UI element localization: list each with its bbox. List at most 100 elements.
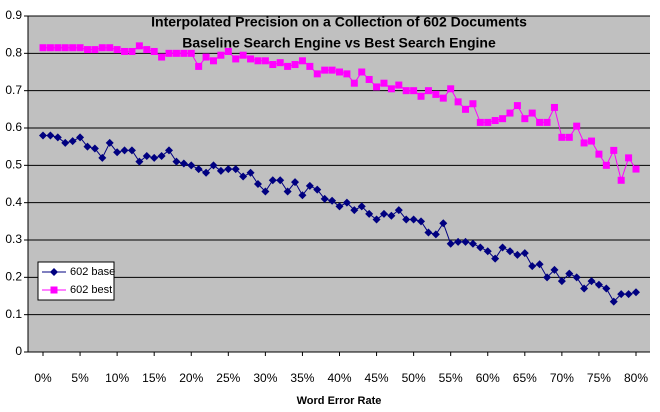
marker xyxy=(291,61,299,69)
marker xyxy=(372,215,381,224)
marker xyxy=(298,57,306,65)
marker xyxy=(76,133,85,142)
marker xyxy=(76,44,84,52)
marker xyxy=(491,117,499,125)
x-tick-label: 10% xyxy=(105,371,129,385)
y-tick-label: 0.1 xyxy=(5,307,22,321)
marker xyxy=(98,153,107,162)
y-tick-label: 0.6 xyxy=(5,120,22,134)
marker xyxy=(469,100,477,108)
marker xyxy=(543,118,551,126)
marker xyxy=(54,44,62,52)
chart-title: Interpolated Precision on a Collection o… xyxy=(151,14,527,30)
marker xyxy=(462,105,470,113)
marker xyxy=(121,47,129,55)
marker xyxy=(46,44,54,52)
marker xyxy=(202,168,211,177)
marker xyxy=(588,137,596,145)
marker xyxy=(336,68,343,76)
marker xyxy=(172,49,180,57)
marker xyxy=(232,55,240,63)
marker xyxy=(305,181,314,190)
marker xyxy=(528,109,536,117)
marker xyxy=(454,237,463,246)
plot-area xyxy=(28,16,650,352)
marker xyxy=(253,180,262,188)
marker xyxy=(150,153,159,162)
marker xyxy=(50,286,58,294)
marker xyxy=(68,137,77,146)
marker xyxy=(417,217,426,226)
marker xyxy=(528,262,537,271)
marker xyxy=(69,44,77,52)
marker xyxy=(550,265,559,274)
marker xyxy=(432,90,440,98)
marker xyxy=(61,138,70,147)
x-tick-label: 0% xyxy=(34,371,52,385)
marker xyxy=(269,61,277,69)
marker xyxy=(454,98,462,106)
marker xyxy=(291,178,300,187)
marker xyxy=(379,209,388,218)
marker xyxy=(468,239,477,248)
marker xyxy=(506,109,514,117)
marker xyxy=(439,94,447,102)
x-tick-label: 80% xyxy=(624,371,648,385)
marker xyxy=(247,55,255,63)
marker xyxy=(50,268,58,276)
marker xyxy=(180,49,188,57)
x-tick-label: 70% xyxy=(550,371,574,385)
marker xyxy=(595,150,603,158)
marker xyxy=(439,219,448,228)
marker xyxy=(165,146,174,155)
marker xyxy=(83,46,91,54)
marker xyxy=(550,103,558,111)
chart-subtitle: Baseline Search Engine vs Best Search En… xyxy=(182,35,496,51)
marker xyxy=(602,284,611,293)
marker xyxy=(306,62,314,70)
marker xyxy=(298,191,307,200)
marker xyxy=(113,46,121,54)
x-tick-label: 5% xyxy=(71,371,89,385)
marker xyxy=(521,115,529,123)
marker xyxy=(543,273,552,282)
marker xyxy=(365,75,373,83)
x-tick-label: 15% xyxy=(142,371,166,385)
marker xyxy=(499,115,507,123)
x-tick-label: 50% xyxy=(402,371,426,385)
marker xyxy=(557,277,566,286)
marker xyxy=(594,280,603,289)
marker xyxy=(53,133,62,142)
marker xyxy=(610,146,618,154)
marker xyxy=(580,139,588,147)
marker xyxy=(187,161,196,170)
marker xyxy=(328,66,336,74)
marker xyxy=(195,62,203,70)
marker xyxy=(572,273,581,282)
marker xyxy=(373,83,381,91)
marker xyxy=(246,168,255,177)
marker xyxy=(632,288,640,297)
marker xyxy=(105,138,114,147)
marker xyxy=(224,47,232,55)
marker xyxy=(217,51,225,59)
marker xyxy=(142,152,151,160)
marker xyxy=(536,118,544,126)
x-tick-label: 30% xyxy=(253,371,277,385)
marker xyxy=(358,68,366,76)
y-tick-label: 0.4 xyxy=(5,195,22,209)
marker xyxy=(328,196,337,205)
marker xyxy=(513,102,521,110)
marker xyxy=(424,228,433,237)
marker xyxy=(343,70,351,78)
y-tick-label: 0.5 xyxy=(5,158,22,172)
marker xyxy=(424,87,432,95)
marker xyxy=(394,206,403,215)
marker xyxy=(179,159,188,168)
marker xyxy=(565,269,574,278)
marker xyxy=(135,42,143,50)
marker xyxy=(321,66,329,74)
marker xyxy=(276,59,284,67)
marker xyxy=(395,81,403,89)
marker xyxy=(520,249,529,258)
